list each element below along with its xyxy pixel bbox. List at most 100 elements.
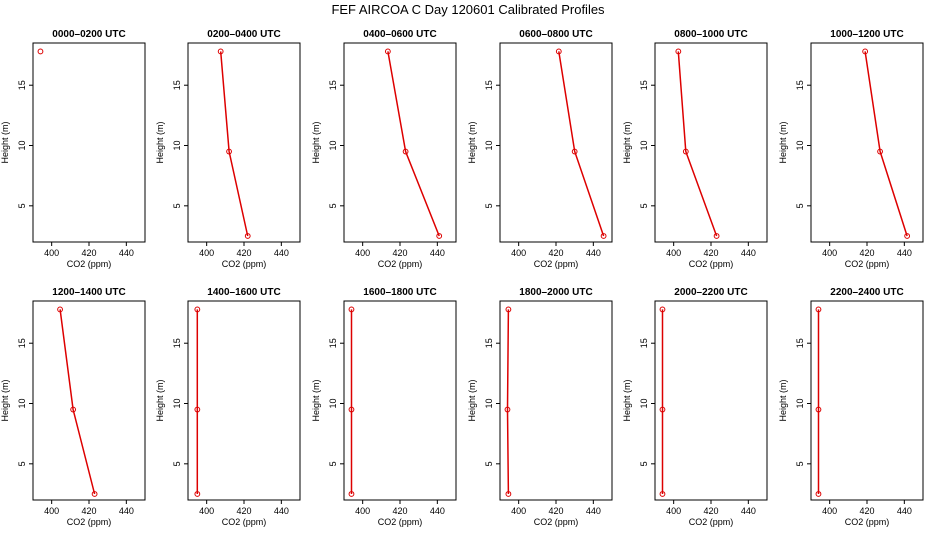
data-point (217, 48, 224, 55)
x-tick-label: 420 (703, 248, 718, 258)
y-tick-label: 10 (795, 141, 805, 151)
data-point (713, 233, 720, 239)
y-axis-label: Height (m) (0, 121, 10, 163)
plot-frame (343, 300, 457, 501)
x-axis-label: CO2 (ppm) (845, 259, 890, 269)
data-point (659, 491, 666, 497)
data-point (877, 148, 883, 155)
x-tick-label: 440 (430, 506, 445, 516)
y-tick-label: 5 (795, 461, 805, 466)
panel-title: 1800–2000 UTC (519, 287, 592, 298)
x-axis-label: CO2 (ppm) (845, 517, 890, 527)
panel-title: 2200–2400 UTC (830, 287, 903, 298)
panel: 0800–1000 UTC 400 420 440 5 10 15 CO2 (ppm) Heig… (622, 29, 768, 269)
x-tick-label: 420 (859, 248, 874, 258)
profile-line (864, 51, 908, 237)
x-tick-label: 420 (548, 248, 563, 258)
y-tick-label: 5 (172, 203, 182, 208)
plot-frame (654, 300, 768, 501)
x-tick-label: 400 (199, 506, 214, 516)
y-tick-label: 15 (172, 338, 182, 348)
x-tick-label: 420 (236, 506, 251, 516)
panel: 0600–0800 UTC 400 420 440 5 10 15 CO2 (ppm) Heig… (467, 29, 613, 269)
y-tick-label: 10 (17, 399, 27, 409)
y-axis-label: Height (m) (622, 379, 632, 421)
y-tick-label: 10 (172, 399, 182, 409)
profile-line (558, 51, 605, 237)
x-tick-label: 420 (703, 506, 718, 516)
profile-line (677, 51, 718, 237)
x-tick-label: 400 (511, 248, 526, 258)
x-axis-label: CO2 (ppm) (222, 517, 267, 527)
y-tick-label: 15 (172, 80, 182, 90)
plot-frame (187, 300, 301, 501)
x-axis-label: CO2 (ppm) (534, 259, 579, 269)
x-tick-label: 400 (666, 248, 681, 258)
data-point (244, 233, 251, 239)
panel-title: 0000–0200 UTC (52, 29, 125, 40)
profile-line (387, 51, 440, 237)
panel: 2200–2400 UTC 400 420 440 5 10 15 CO2 (ppm) Heig… (778, 287, 924, 527)
x-tick-label: 440 (430, 248, 445, 258)
data-point (194, 491, 201, 497)
x-tick-label: 440 (586, 506, 601, 516)
x-tick-label: 400 (666, 506, 681, 516)
panel-title: 0800–1000 UTC (674, 29, 747, 40)
x-tick-label: 400 (511, 506, 526, 516)
panel: 1800–2000 UTC 400 420 440 5 10 15 CO2 (ppm) Heig… (467, 287, 613, 527)
y-tick-label: 15 (639, 80, 649, 90)
data-point (555, 48, 562, 55)
x-tick-label: 420 (392, 248, 407, 258)
data-point (571, 148, 578, 155)
x-axis-label: CO2 (ppm) (67, 517, 112, 527)
y-tick-label: 15 (795, 338, 805, 348)
x-tick-label: 420 (236, 248, 251, 258)
data-point (504, 406, 511, 413)
panel: 1400–1600 UTC 400 420 440 5 10 15 CO2 (ppm) Heig… (155, 287, 301, 527)
x-tick-label: 400 (355, 506, 370, 516)
data-point (505, 306, 512, 313)
data-point (659, 306, 666, 313)
y-tick-label: 10 (639, 141, 649, 151)
panel: 0200–0400 UTC 400 420 440 5 10 15 CO2 (ppm) Heig… (155, 29, 301, 269)
plot-frame (810, 300, 924, 501)
x-axis-label: CO2 (ppm) (222, 259, 267, 269)
data-point (402, 148, 409, 155)
y-axis-label: Height (m) (155, 379, 165, 421)
panel-title: 0400–0600 UTC (363, 29, 436, 40)
y-tick-label: 15 (795, 80, 805, 90)
y-tick-label: 15 (484, 80, 494, 90)
panel-title: 0200–0400 UTC (207, 29, 280, 40)
y-axis-label: Height (m) (467, 121, 477, 163)
y-tick-label: 10 (484, 141, 494, 151)
y-axis-label: Height (m) (155, 121, 165, 163)
x-tick-label: 420 (548, 506, 563, 516)
x-tick-label: 400 (44, 506, 59, 516)
x-tick-label: 420 (859, 506, 874, 516)
panel: 1200–1400 UTC 400 420 440 5 10 15 CO2 (ppm) Heig… (0, 287, 146, 527)
panel-title: 1600–1800 UTC (363, 287, 436, 298)
y-tick-label: 10 (328, 399, 338, 409)
y-tick-label: 5 (639, 203, 649, 208)
y-tick-label: 10 (17, 141, 27, 151)
panel-title: 0600–0800 UTC (519, 29, 592, 40)
x-tick-label: 440 (741, 506, 756, 516)
plot-frame (810, 42, 924, 243)
plot-frame (654, 42, 768, 243)
y-tick-label: 15 (328, 80, 338, 90)
y-tick-label: 5 (17, 203, 27, 208)
y-tick-label: 15 (484, 338, 494, 348)
y-tick-label: 5 (328, 461, 338, 466)
x-axis-label: CO2 (ppm) (378, 259, 423, 269)
y-tick-label: 10 (639, 399, 649, 409)
y-tick-label: 5 (17, 461, 27, 466)
y-axis-label: Height (m) (778, 121, 788, 163)
y-tick-label: 15 (639, 338, 649, 348)
x-tick-label: 400 (822, 506, 837, 516)
data-point (348, 306, 355, 313)
data-point (57, 306, 63, 313)
y-tick-label: 10 (795, 399, 805, 409)
figure-title: FEF AIRCOA C Day 120601 Calibrated Profi… (331, 2, 605, 17)
panel: 0400–0600 UTC 400 420 440 5 10 15 CO2 (ppm) Heig… (311, 29, 457, 269)
x-axis-label: CO2 (ppm) (534, 517, 579, 527)
